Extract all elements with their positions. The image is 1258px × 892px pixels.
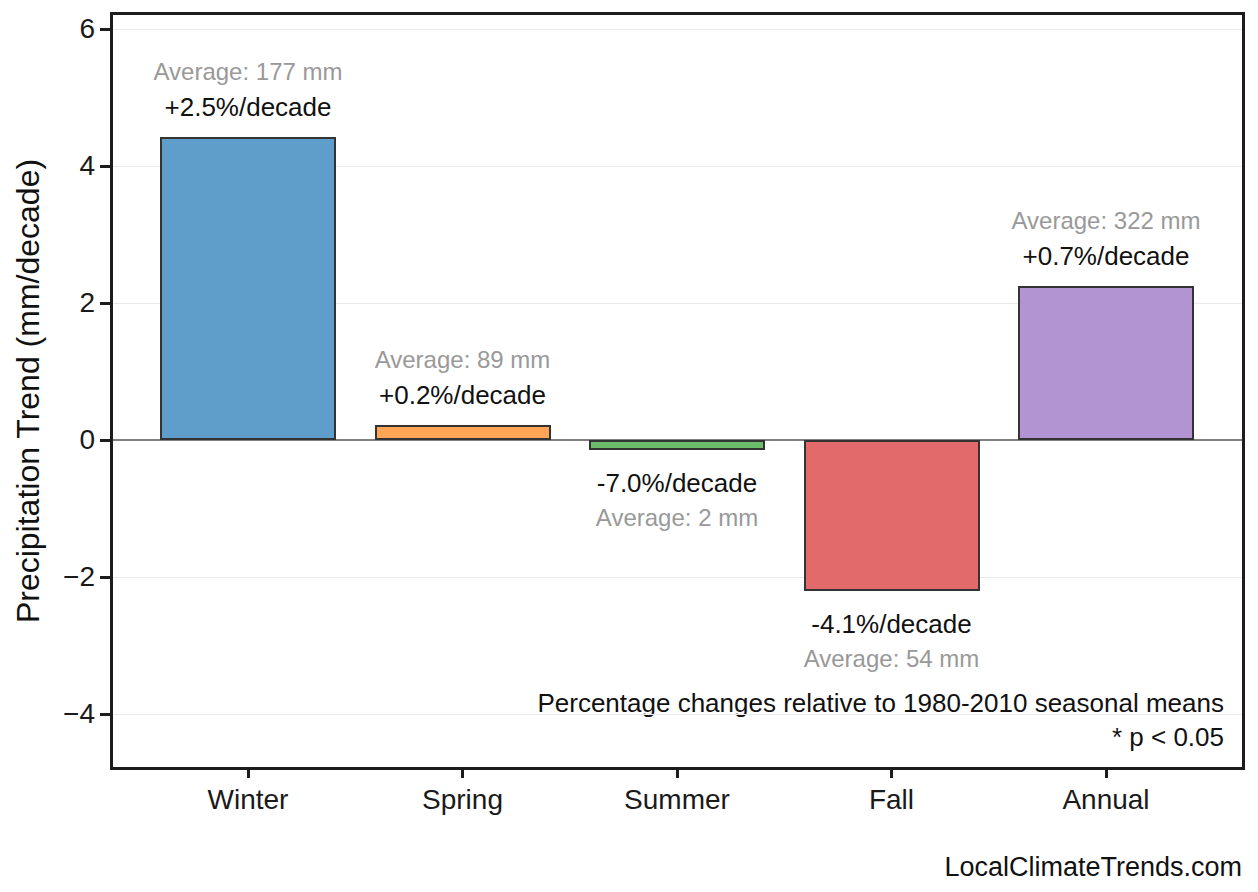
x-tick-label-fall: Fall	[782, 782, 1002, 818]
bar-summer	[589, 440, 765, 450]
x-tick-label-summer: Summer	[567, 782, 787, 818]
bar-spring	[375, 425, 551, 440]
bar-label-pct: +2.5%/decade	[68, 90, 428, 124]
grid-line	[113, 577, 1242, 578]
watermark-text: LocalClimateTrends.com	[944, 850, 1242, 884]
footnote-significance-note: * p < 0.05	[1112, 721, 1224, 753]
x-tick-mark	[1105, 768, 1108, 778]
x-tick-label-annual: Annual	[996, 782, 1216, 818]
bar-label-avg: Average: 322 mm	[926, 204, 1258, 238]
y-tick-label: 2	[18, 287, 95, 319]
y-tick-mark	[100, 28, 110, 31]
y-tick-label: −2	[18, 561, 95, 593]
y-tick-mark	[100, 165, 110, 168]
bar-label-avg: Average: 177 mm	[68, 55, 428, 89]
bar-annual	[1018, 286, 1194, 440]
x-tick-label-spring: Spring	[353, 782, 573, 818]
bar-label-pct: -4.1%/decade	[712, 607, 1072, 641]
chart-canvas: Precipitation Trend (mm/decade) Percenta…	[0, 0, 1258, 892]
y-tick-mark	[100, 576, 110, 579]
y-tick-mark	[100, 302, 110, 305]
x-tick-label-winter: Winter	[138, 782, 358, 818]
x-tick-mark	[890, 768, 893, 778]
y-tick-mark	[100, 713, 110, 716]
grid-line	[113, 714, 1242, 715]
y-tick-label: −4	[18, 698, 95, 730]
y-tick-label: 4	[18, 150, 95, 182]
y-axis-label: Precipitation Trend (mm/decade)	[10, 159, 47, 623]
y-tick-label: 0	[18, 424, 95, 456]
x-tick-mark	[461, 768, 464, 778]
x-tick-mark	[676, 768, 679, 778]
y-tick-label: 6	[18, 13, 95, 45]
plot-area: Percentage changes relative to 1980-2010…	[110, 12, 1245, 770]
y-tick-mark	[100, 439, 110, 442]
grid-line	[113, 29, 1242, 30]
x-tick-mark	[247, 768, 250, 778]
bar-fall	[804, 440, 980, 591]
bar-label-avg: Average: 89 mm	[283, 343, 643, 377]
bar-label-avg: Average: 54 mm	[712, 642, 1072, 676]
bar-label-pct: +0.7%/decade	[926, 239, 1258, 273]
bar-label-pct: +0.2%/decade	[283, 378, 643, 412]
